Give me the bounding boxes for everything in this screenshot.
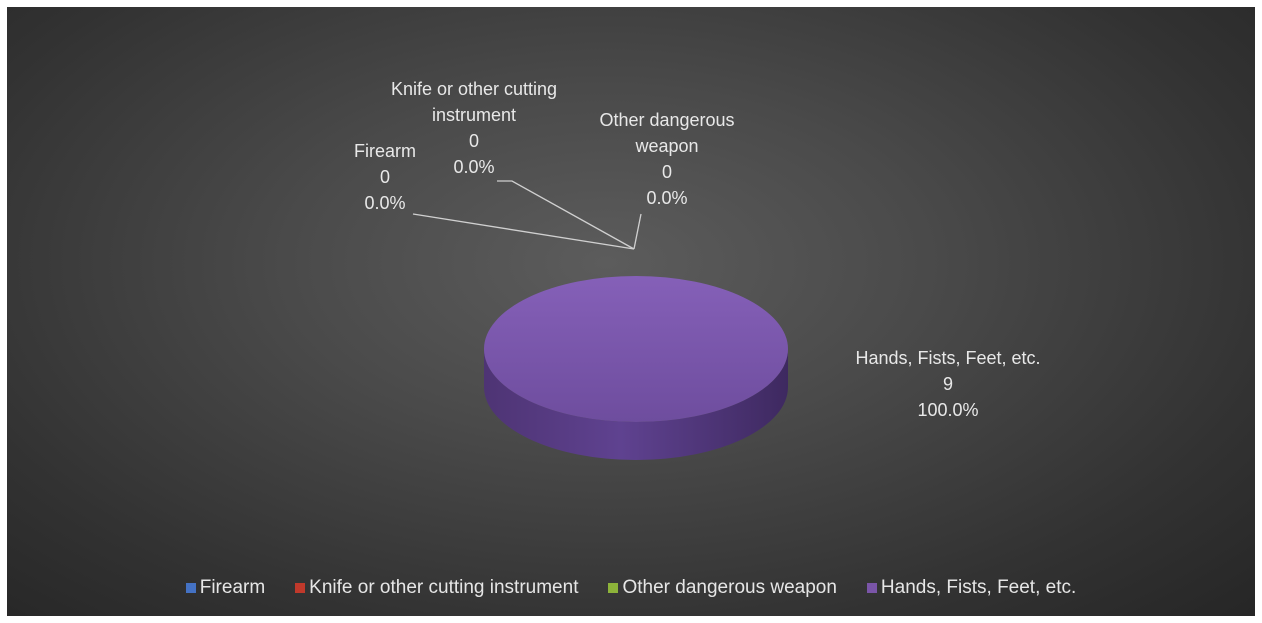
pie-slice-top (484, 276, 788, 422)
pie-slice-hands-fists-feet-etc (484, 276, 788, 460)
data-label-line: weapon (634, 136, 698, 156)
legend-swatch (185, 583, 196, 593)
legend-swatch (608, 583, 619, 593)
legend-swatch (866, 583, 877, 593)
pie-slice-side (484, 349, 788, 460)
legend-swatch (295, 583, 306, 593)
pie-slices (484, 276, 788, 460)
legend-item-knife-or-other-cutting-instrument: Knife or other cutting instrument (295, 577, 578, 599)
data-label-line: 0.0% (364, 193, 405, 213)
leader-lines (412, 180, 642, 250)
pie-chart: Firearm 0 0.0% Knife or other cutting instru… (354, 79, 1041, 460)
data-label-firearm: Firearm 0 0.0% (354, 141, 416, 213)
chart-area: Firearm 0 0.0% Knife or other cutting instru… (7, 7, 1255, 616)
data-label-line: 0 (469, 131, 479, 151)
leader-line-knife-or-other-cutting-instrument (497, 180, 635, 250)
data-label-line: 9 (943, 374, 953, 394)
data-label-line: 0 (662, 162, 672, 182)
data-label-line: 0 (380, 167, 390, 187)
data-label-line: Firearm (354, 141, 416, 161)
legend: Firearm Knife or other cutting instrument… (7, 573, 1255, 603)
data-labels: Firearm 0 0.0% Knife or other cutting instru… (354, 79, 1041, 420)
data-label-line: Knife or other cutting (391, 79, 557, 99)
legend-label: Knife or other cutting instrument (309, 577, 579, 598)
data-label-line: Other dangerous (599, 110, 734, 130)
legend-label: Hands, Fists, Feet, etc. (880, 577, 1077, 598)
data-label-knife-or-other-cutting-instrument: Knife or other cutting instrument 0 0.0% (391, 79, 557, 177)
data-label-other-dangerous-weapon: Other dangerous weapon 0 0.0% (599, 110, 734, 208)
data-label-line: 0.0% (453, 157, 494, 177)
data-label-line: instrument (432, 105, 516, 125)
legend-item-hands-fists-feet-etc: Hands, Fists, Feet, etc. (866, 577, 1077, 599)
legend-label: Other dangerous weapon (622, 577, 837, 598)
leader-line-other-dangerous-weapon (633, 213, 642, 250)
leader-line-firearm (412, 213, 635, 250)
data-label-line: 0.0% (646, 188, 687, 208)
legend-label: Firearm (199, 577, 266, 598)
data-label-hands-fists-feet-etc: Hands, Fists, Feet, etc. 9 100.0% (855, 348, 1040, 420)
legend-item-firearm: Firearm (185, 577, 266, 599)
data-label-line: Hands, Fists, Feet, etc. (855, 348, 1040, 368)
legend-item-other-dangerous-weapon: Other dangerous weapon (608, 577, 837, 599)
data-label-line: 100.0% (917, 400, 978, 420)
